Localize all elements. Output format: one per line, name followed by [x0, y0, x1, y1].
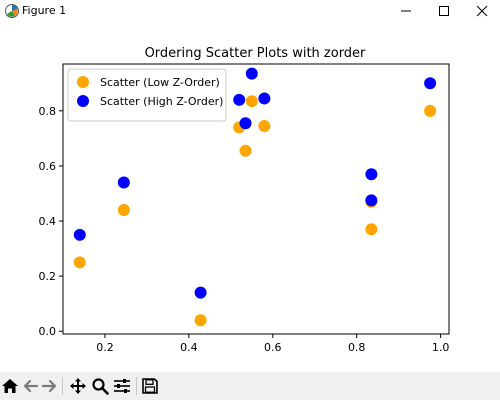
zoom-magnifier-icon — [92, 378, 109, 395]
forward-arrow-icon — [41, 379, 57, 393]
legend-marker — [77, 95, 89, 107]
plot-frame — [62, 63, 450, 335]
sliders-icon — [114, 379, 130, 393]
scatter-point — [117, 176, 130, 189]
title-bar: Figure 1 — [0, 0, 500, 22]
x-tick-label: 1.0 — [432, 341, 450, 354]
figure-canvas[interactable]: Ordering Scatter Plots with zorder 0.2 0.… — [0, 22, 500, 372]
legend-marker — [77, 76, 89, 88]
series-2 — [73, 67, 437, 299]
configure-subplots-button[interactable] — [112, 375, 132, 397]
maximize-icon — [439, 6, 449, 16]
y-tick-label: 0.6 — [39, 160, 57, 173]
home-button[interactable] — [0, 375, 20, 397]
matplotlib-icon — [5, 4, 19, 18]
toolbar-separator — [136, 377, 137, 395]
y-tick-label: 0.4 — [39, 215, 57, 228]
scatter-point — [239, 117, 252, 130]
window-title: Figure 1 — [22, 4, 67, 17]
legend-label: Scatter (High Z-Order) — [100, 95, 223, 108]
maximize-button[interactable] — [421, 0, 467, 22]
y-tick-label: 0.8 — [39, 105, 57, 118]
scatter-point — [73, 228, 86, 241]
x-tick-label: 0.4 — [180, 341, 198, 354]
save-floppy-icon — [142, 378, 158, 394]
legend-label: Scatter (Low Z-Order) — [100, 76, 220, 89]
scatter-point — [245, 95, 258, 108]
close-icon — [476, 5, 488, 17]
minimize-icon — [401, 10, 411, 12]
legend: Scatter (Low Z-Order) Scatter (High Z-Ord… — [67, 68, 227, 122]
scatter-point — [73, 256, 86, 269]
home-icon — [2, 379, 18, 393]
scatter-point — [194, 286, 207, 299]
scatter-point — [258, 119, 271, 132]
scatter-point — [424, 104, 437, 117]
scatter-point — [245, 67, 258, 80]
legend-box — [67, 68, 227, 122]
scatter-point — [365, 168, 378, 181]
scatter-point — [365, 223, 378, 236]
toolbar-separator — [62, 377, 63, 395]
close-button[interactable] — [459, 0, 500, 22]
y-tick-label: 0.2 — [39, 270, 57, 283]
scatter-point — [233, 93, 246, 106]
zoom-button[interactable] — [90, 375, 110, 397]
x-tick-label: 0.8 — [348, 341, 366, 354]
pan-move-icon — [70, 378, 86, 394]
pan-button[interactable] — [68, 375, 88, 397]
save-button[interactable] — [140, 375, 160, 397]
scatter-point — [194, 314, 207, 327]
chart-title: Ordering Scatter Plots with zorder — [145, 46, 366, 61]
scatter-chart: Ordering Scatter Plots with zorder 0.2 0.… — [39, 46, 450, 354]
scatter-point — [258, 92, 271, 105]
forward-button[interactable] — [40, 375, 60, 397]
minimize-button[interactable] — [383, 0, 429, 22]
scatter-point — [365, 194, 378, 207]
scatter-point — [239, 144, 252, 157]
scatter-point — [424, 77, 437, 90]
y-tick-label: 0.0 — [39, 325, 57, 338]
navigation-toolbar — [0, 372, 500, 400]
back-arrow-icon — [23, 379, 39, 393]
back-button[interactable] — [20, 375, 40, 397]
x-tick-label: 0.2 — [96, 341, 114, 354]
x-tick-label: 0.6 — [264, 341, 282, 354]
scatter-point — [117, 204, 130, 217]
